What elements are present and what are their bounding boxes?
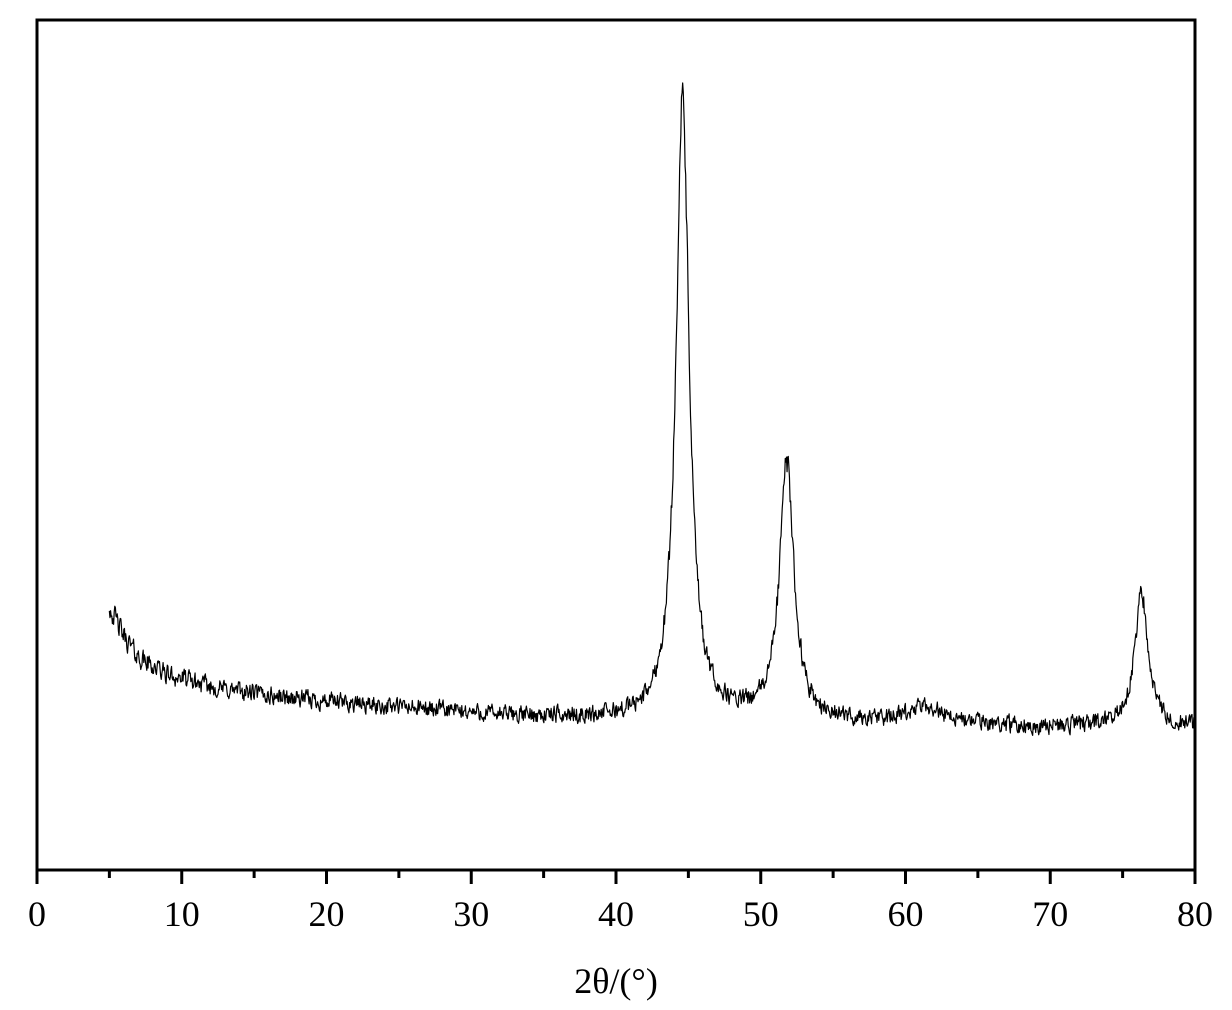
xrd-figure: 0 10 20 30 40 50 60 70 80 2θ/(°) (0, 0, 1232, 1010)
x-tick-label: 20 (309, 894, 345, 934)
x-tick-label: 50 (743, 894, 779, 934)
x-axis-label: 2θ/(°) (574, 960, 658, 1002)
x-tick-label: 80 (1177, 894, 1213, 934)
xrd-plot-svg: 0 10 20 30 40 50 60 70 80 (0, 0, 1232, 1010)
x-tick-label: 0 (28, 894, 46, 934)
x-tick-label: 30 (453, 894, 489, 934)
x-tick-label: 10 (164, 894, 200, 934)
x-tick-label: 60 (888, 894, 924, 934)
x-tick-label: 40 (598, 894, 634, 934)
x-tick-label: 70 (1032, 894, 1068, 934)
